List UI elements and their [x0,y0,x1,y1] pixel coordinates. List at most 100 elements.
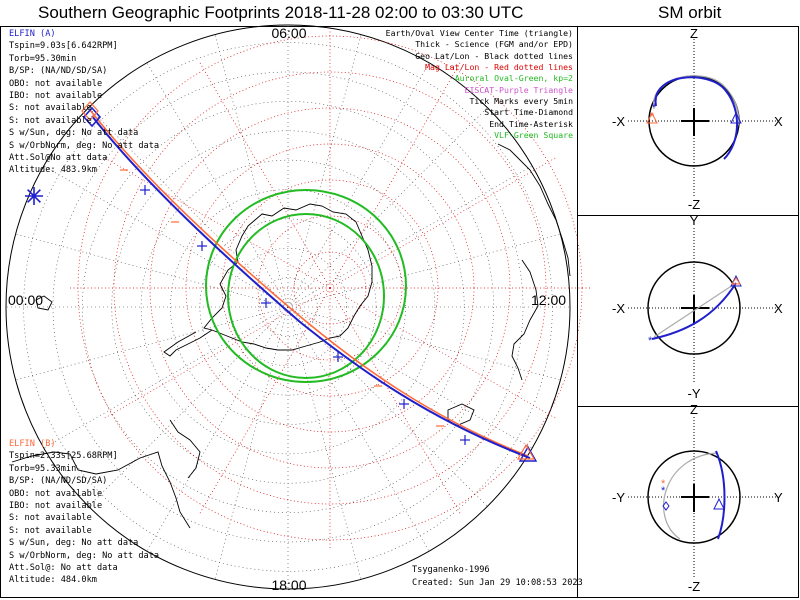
auroral-ovals [205,189,407,383]
sm1-label-top: Z [690,26,698,41]
geo-spoke [287,34,362,308]
geo-spoke [287,306,533,449]
end-triangle-b [516,443,536,460]
sm3-diamond-a [662,501,670,511]
geo-spoke [287,165,533,308]
sm1-label-right: X [774,114,783,129]
sm-panel-yz: * * Z -Z -Y Y [612,402,783,594]
elfin-a-line: S: not available [9,115,92,126]
track-elfin-a [91,115,531,459]
sm-orbit-title: SM orbit [658,3,722,22]
mag-spoke [329,62,461,289]
elfin-a-line: Att.Sol@No att data [9,152,108,163]
sm2-orbit-blue [651,282,737,340]
mag-ring [221,179,439,397]
sm1-star-b: * [650,111,655,123]
sm1-label-bottom: -Z [688,197,700,212]
auroral-oval-inner [227,213,385,379]
time-label-bottom: 18:00 [271,577,306,593]
sm1-label-left: -X [612,114,625,129]
legend-item: Thick - Science (FGM and/or EPD) [415,39,573,50]
coastlines [11,143,571,529]
mag-ring [149,107,511,469]
legend-item: Start Time-Diamond [484,107,573,118]
geo-spoke [287,107,488,308]
elfin-b-line: Altitude: 484.0km [9,575,97,586]
mag-spoke [199,287,331,514]
new-zealand-coast [447,403,475,427]
time-label-top: 06:00 [271,25,306,41]
geo-ring [258,277,318,337]
legend-item: VLF-Green Square [494,130,573,141]
elfin-b-line: IBO: not available [9,500,103,511]
geo-spoke [88,107,289,308]
start-diamond-b [81,101,99,121]
elfin-a-line: Tspin=9.03s[6.642RPM] [9,41,118,52]
geo-ring [82,101,494,513]
sm3-label-right: Y [774,490,783,505]
mag-spoke [329,157,556,289]
sm2-label-bottom: -Y [688,386,701,401]
end-triangle [518,445,538,462]
sm-panels-frame [577,26,799,598]
elfin-b-line: S w/OrbNorm, deg: No att data [9,550,160,561]
geo-spoke [287,306,362,580]
elfin-a-line: Altitude: 483.9km [9,165,97,176]
elfin-a-line: B/SP: (NA/ND/SD/SA) [9,66,108,77]
geo-spoke [287,306,561,381]
sm-panel-xy: * Y -Y -X X [612,213,783,401]
geo-spoke [214,34,289,308]
legend-item: Geo Lat/Lon - Black dotted lines [415,50,573,61]
geo-spoke [214,306,289,580]
view-center-asterisk [27,189,41,203]
polar-map: 06:00 00:00 12:00 18:00 [5,24,590,593]
elfin-b-line: S: not available [9,513,92,524]
geo-ring [52,71,524,543]
start-diamond [82,106,102,128]
sm3-star-b: * [661,478,666,490]
sm2-star-a: * [648,335,653,347]
sm3-label-left: -Y [612,490,625,505]
elfin-a-name: ELFIN (A) [9,29,56,39]
auroral-oval-outer [205,189,407,383]
track-elfin-b [89,109,529,457]
elfin-a-line: IBO: not available [9,90,103,101]
geo-spoke [287,306,430,552]
elfin-b-line: OBO: not available [9,488,103,499]
sm3-orbit-blue [715,450,726,540]
sm2-triangle-b [731,277,741,285]
elfin-a-line: S: not available [9,103,92,114]
sm3-star-a: * [661,485,666,497]
mag-spoke [329,287,461,514]
legend-item: Earth/Oval View Center Time (triangle) [385,28,573,38]
geo-spoke [287,62,430,308]
footprint-tracks [25,101,538,462]
geo-spoke [15,233,289,308]
elfin-b-info: ELFIN (B) Tspin=2.33s[25.68RPM] Torb=95.… [9,438,159,587]
elfin-a-line: Torb=95.30min [9,53,77,64]
sm1-triangle-a [730,111,742,124]
legend-item: EISCAT-Purple Triangle [464,84,573,95]
time-label-left: 00:00 [8,292,43,308]
main-title: Southern Geographic Footprints 2018-11-2… [38,3,524,22]
legend-item: Auroral Oval-Green, kp=2 [454,73,573,84]
africa-east-coast [497,143,571,277]
geo-spoke [287,306,488,507]
sm-panel-xz: * * Z -Z -X X [612,26,783,212]
geo-spoke [88,306,289,507]
elfin-a-info: ELFIN (A) Tspin=9.03s[6.642RPM] Torb=95.… [9,28,159,177]
geo-ring [140,159,436,455]
sm3-orbit-gray [663,452,719,540]
mag-spoke [199,62,331,289]
geo-ring [170,189,406,425]
elfin-b-line: B/SP: (NA/ND/SD/SA) [9,476,108,487]
elfin-a-line: OBO: not available [9,78,103,89]
elfin-b-line: S: not available [9,525,92,536]
sm3-triangle-a [713,497,725,510]
mag-spoke [104,287,331,419]
sm3-label-top: Z [690,402,698,417]
model-credit: Tsyganenko-1996 [412,565,490,575]
elfin-b-line: Torb=95.33min [9,463,77,474]
south-america-tip [169,419,201,479]
sm2-label-left: -X [612,301,625,316]
